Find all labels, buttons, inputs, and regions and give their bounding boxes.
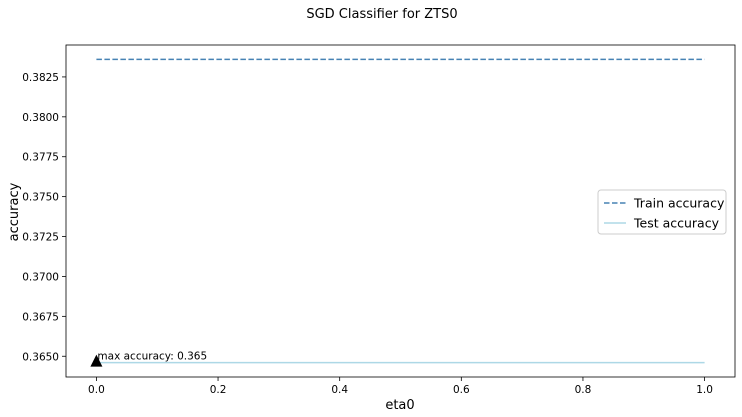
y-tick-label: 0.3700 — [22, 271, 59, 283]
legend: Train accuracy Test accuracy — [597, 189, 727, 235]
y-axis-label: accuracy — [7, 182, 22, 241]
x-tick-label: 0.8 — [575, 384, 592, 396]
legend-label-train: Train accuracy — [633, 196, 725, 211]
x-tick-label: 0.0 — [88, 384, 105, 396]
legend-box — [597, 189, 727, 235]
chart-title: SGD Classifier for ZTS0 — [306, 7, 457, 22]
x-tick-label: 1.0 — [696, 384, 713, 396]
x-tick-label: 0.6 — [453, 384, 470, 396]
plot-area: 0.0 0.2 0.4 0.6 0.8 1.0 0.3650 0.3675 0.3700 0.37… — [22, 44, 736, 396]
annotation-marker-triangle — [90, 354, 103, 367]
x-tick-label: 0.2 — [210, 384, 227, 396]
axes-frame — [65, 44, 736, 378]
annotation-text: max accuracy: 0.365 — [97, 351, 207, 363]
legend-label-test: Test accuracy — [633, 216, 720, 231]
y-tick-label: 0.3800 — [22, 112, 59, 124]
x-tick-label: 0.4 — [331, 384, 348, 396]
y-tick-label: 0.3675 — [22, 311, 59, 323]
y-tick-label: 0.3825 — [22, 72, 59, 84]
x-axis-label: eta0 — [385, 398, 414, 413]
y-tick-label: 0.3650 — [22, 351, 59, 363]
y-tick-label: 0.3775 — [22, 152, 59, 164]
y-tick-label: 0.3725 — [22, 232, 59, 244]
y-tick-label: 0.3750 — [22, 192, 59, 204]
